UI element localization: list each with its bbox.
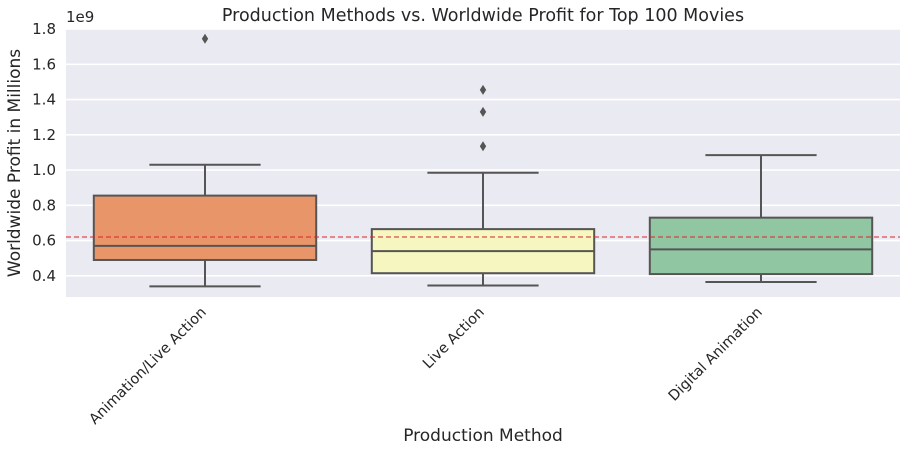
box-0 [92,33,318,288]
x-ticks: Animation/Live Action Live Action Digital … [86,305,765,428]
outlier-point [201,33,209,44]
y-tick-label: 0.4 [32,267,56,285]
box-2 [648,154,874,284]
outlier-point [479,84,487,95]
y-tick-label: 1.2 [32,126,56,144]
y-tick-label: 1.0 [32,161,56,179]
box-1 [370,84,596,287]
y-tick-label: 0.8 [32,196,56,214]
y-ticks: 0.4 0.6 0.8 1.0 1.2 1.4 1.6 1.8 [32,20,56,285]
x-axis-label: Production Method [403,426,563,446]
x-tick-label: Animation/Live Action [86,305,209,428]
y-axis-label: Worldwide Profit in Millions [5,49,25,277]
y-tick-label: 1.8 [32,20,56,38]
box-body [648,216,874,276]
y-tick-label: 0.6 [32,232,56,250]
boxes-group [92,33,874,288]
y-tick-label: 1.6 [32,55,56,73]
y-offset-label: 1e9 [66,8,94,26]
x-tick-label: Digital Animation [666,305,766,405]
y-tick-label: 1.4 [32,91,56,109]
outlier-point [479,141,487,152]
box-body [92,194,318,261]
outlier-point [479,106,487,117]
chart-title: Production Methods vs. Worldwide Profit … [222,6,744,26]
x-tick-label: Live Action [420,305,488,373]
